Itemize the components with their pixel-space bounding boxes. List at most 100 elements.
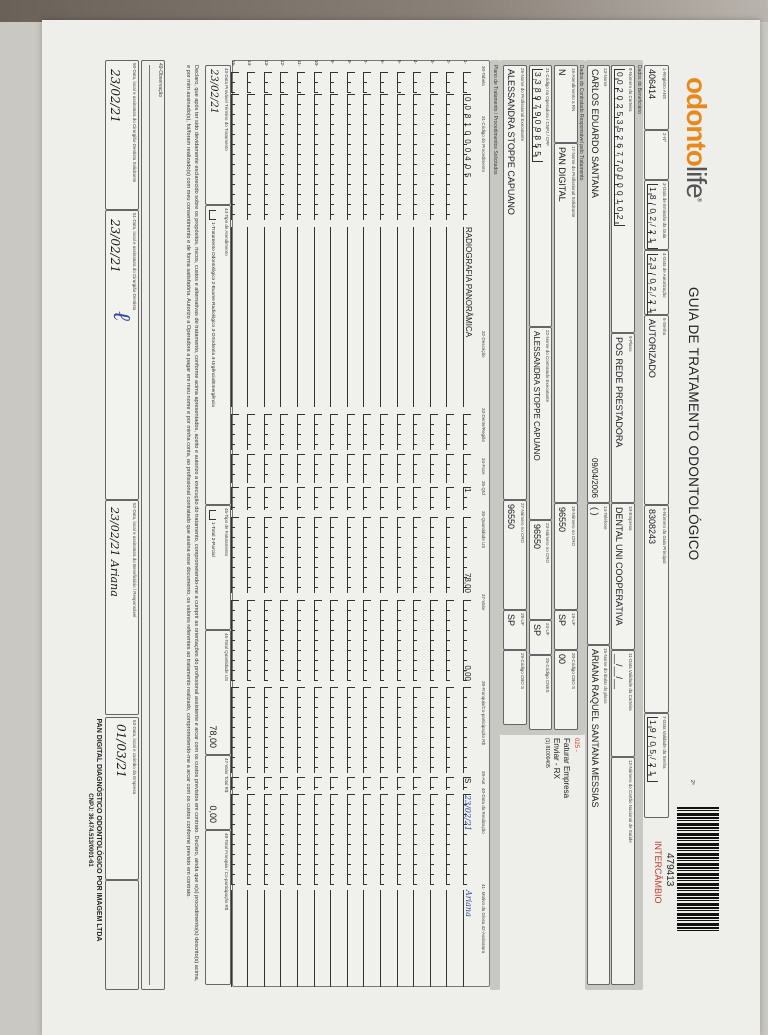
cell-descricao: [230, 227, 240, 407]
cell-franquia: [313, 687, 322, 773]
field-empresa: 10-Empresa DENTAL UNI COOPERATIVA: [611, 503, 635, 650]
cell-qtd: [429, 487, 438, 510]
beneficiary-section-label: Dados do Beneficiário: [636, 65, 642, 114]
note-enviar: Enviar - RX: [552, 738, 561, 779]
cell-franquia: [413, 687, 422, 773]
cell-franquia: [396, 687, 405, 773]
cell-descricao: [429, 227, 439, 407]
cell-tabela: [380, 72, 388, 93]
cell-descricao: [297, 227, 306, 407]
cell-dente: [363, 414, 372, 450]
field-uf-solicitante: 19-UF SP: [554, 610, 578, 650]
note-faturar: Faturar Empresa: [562, 738, 571, 799]
field-tipo-faturamento: 45-Tipo de Faturamento 1-Total 2-Parcial: [205, 505, 231, 630]
signature-beneficiario: 52-Data, local e assinatura do Beneficiá…: [105, 500, 139, 715]
cell-aut: [413, 777, 422, 790]
cell-us: [413, 517, 422, 593]
row-number: 4-: [413, 60, 419, 65]
cell-us: 78,00: [463, 517, 472, 593]
cell-franquia: [263, 687, 272, 773]
field-contratado-executante: 22-Nome do Contratado Executante ALESSAND…: [529, 327, 552, 520]
tipo-faturamento-checkbox[interactable]: [209, 510, 216, 520]
procedure-row: 1- 0081000405 RADIOGRAFIA PANORÂMICA 1 78,00…: [463, 60, 474, 987]
cell-descricao: [330, 227, 340, 407]
page-title: GUIA DE TRATAMENTO ODONTOLÓGICO: [686, 287, 701, 561]
column-header: 39-Aut: [481, 771, 486, 785]
cell-us: [330, 517, 339, 593]
procedure-row: 4-: [413, 60, 424, 987]
tipo-atendimento-checkbox[interactable]: [209, 210, 216, 220]
signature-cirurgiao: 51-Data, local e assinatura do Cirurgião…: [105, 210, 139, 500]
cell-face: [463, 454, 471, 483]
birth-date: 09/04/2006: [590, 457, 599, 498]
row-number: 10-: [313, 60, 319, 67]
cell-assinatura: [247, 890, 257, 987]
cell-data: [297, 794, 305, 885]
field-nome: 13-Nome CARLOS EDUARDO SANTANA 09/04/2006: [587, 65, 610, 503]
field-telefone: 14-Telefone( ): [587, 503, 610, 645]
column-header: 41- Motivo da Glosa 42-Assinatura: [481, 884, 486, 954]
column-header: 38-Franquia/Co-participação R$: [481, 681, 486, 746]
footer-cnpj: CNPJ: 36.474.513/0001-61: [87, 793, 93, 867]
cell-data: [313, 794, 322, 885]
procedures-band: [490, 60, 500, 990]
cell-valor: [446, 600, 455, 681]
cell-assinatura: [429, 890, 439, 987]
cell-face: [263, 454, 272, 483]
procedure-row: 11-: [297, 60, 308, 987]
cell-face: [247, 454, 256, 483]
cell-descricao: [396, 227, 406, 407]
field-registro-ans: 1-Registro ANS 406414: [644, 65, 669, 130]
cell-codigo: [429, 94, 438, 220]
procedure-row: 9-: [330, 60, 341, 987]
cell-valor: [346, 600, 355, 681]
cell-descricao: [346, 227, 356, 407]
cell-valor: [363, 600, 372, 681]
cell-qtd: [263, 487, 272, 510]
cell-aut: [380, 777, 388, 790]
field-tipo-atendimento: 44-Tipo de Atendimento 1-Tratamento Odont…: [205, 205, 231, 505]
row-number: 13-: [263, 60, 269, 67]
treatment-guide-document: odontolife® GUIA DE TRATAMENTO ODONTOLÓG…: [42, 20, 760, 1035]
cell-aut: [429, 777, 438, 790]
field-cns: 12-Número do Cartão Nacional de Saúde: [611, 757, 635, 985]
cell-aut: [363, 777, 372, 790]
cell-assinatura: [446, 890, 456, 987]
cell-data: [413, 794, 422, 885]
column-header: 34-Face: [481, 458, 486, 475]
cell-codigo: [330, 94, 339, 220]
cell-codigo: [247, 94, 256, 220]
cell-franquia: [247, 687, 256, 773]
cell-franquia: [363, 687, 372, 773]
cell-codigo: [313, 94, 322, 220]
field-cbo-solicitante: 20-Código CBO S 00: [554, 650, 578, 730]
cell-qtd: 1: [463, 487, 472, 510]
cell-franquia: [446, 687, 455, 773]
field-profissional-executante: 26-Nome do Profissional Executante ALESSA…: [503, 65, 527, 500]
cell-aut: [396, 777, 405, 790]
field-cro-executante: 23-Número no CRO 96550: [529, 520, 552, 620]
cell-assinatura: [230, 890, 240, 987]
cell-valor: [230, 600, 239, 681]
cell-valor: [313, 600, 322, 681]
cell-face: [413, 454, 422, 483]
row-number: 6-: [380, 60, 385, 65]
cell-face: [346, 454, 355, 483]
cell-aut: [446, 777, 455, 790]
row-number: 5-: [396, 60, 402, 65]
cell-codigo: 0081000405: [463, 94, 472, 220]
row-number: 14-: [247, 60, 253, 67]
signature-extra-box: [105, 880, 139, 990]
cell-descricao: [280, 227, 290, 407]
note-code: 025 -: [573, 738, 579, 752]
contractor-section-label: Dados do Contratado Responsável pelo Tra…: [578, 65, 584, 181]
cell-data: [380, 794, 388, 885]
column-header: 31-Código do Procedimento: [481, 116, 486, 173]
field-validade-senha: 7-Data Validade da Senha 19/05/21: [644, 713, 669, 818]
cell-codigo: [346, 94, 355, 220]
cell-franquia: [230, 687, 239, 773]
cell-assinatura: [280, 890, 290, 987]
footer-company: PAN DIGITAL DIAGNÓSTICO ODONTOLÓGICO POR…: [95, 718, 102, 942]
cell-codigo: [363, 94, 372, 220]
cell-tabela: [247, 72, 256, 93]
